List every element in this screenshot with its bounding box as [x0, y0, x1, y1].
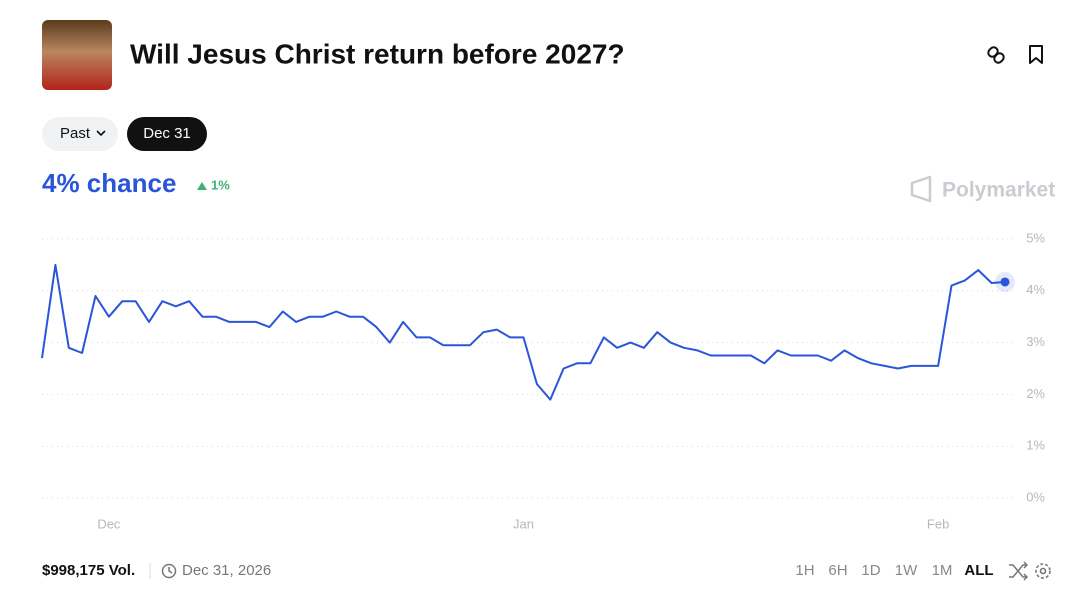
market-title: Will Jesus Christ return before 2027? [130, 38, 625, 69]
clock-icon [161, 563, 177, 579]
y-tick-label: 1% [1026, 438, 1045, 453]
x-tick-label: Feb [927, 516, 949, 531]
y-tick-label: 5% [1026, 230, 1045, 245]
end-date: Dec 31, 2026 [182, 562, 271, 579]
x-tick-label: Jan [513, 516, 534, 531]
current-point [1000, 277, 1010, 287]
range-button[interactable]: 1W [895, 562, 918, 579]
volume: $998,175 Vol. [42, 562, 135, 579]
range-button[interactable]: 6H [828, 562, 847, 579]
market-image [42, 20, 112, 90]
range-button[interactable]: ALL [964, 562, 993, 579]
shuffle-button[interactable] [1009, 561, 1029, 581]
brand: Polymarket [942, 179, 1055, 202]
date-label: Dec 31 [143, 125, 191, 142]
chart: 0% 1% 2% 3% 4% 5% Dec Jan Feb [41, 230, 1045, 531]
y-tick-label: 3% [1026, 334, 1045, 349]
settings-button[interactable] [1035, 563, 1051, 579]
x-tick-label: Dec [97, 516, 121, 531]
y-tick-label: 0% [1026, 489, 1045, 504]
up-arrow [197, 182, 207, 190]
y-tick-label: 4% [1026, 282, 1045, 297]
range-button[interactable]: 1H [795, 562, 814, 579]
past-filter[interactable]: Past [42, 117, 118, 151]
y-tick-label: 2% [1026, 386, 1045, 401]
price-line [41, 263, 1006, 401]
chance: 4% chance [42, 168, 176, 198]
change: 1% [211, 177, 230, 192]
range-button[interactable]: 1M [932, 562, 953, 579]
date-filter[interactable]: Dec 31 [127, 117, 207, 151]
past-label: Past [60, 125, 91, 142]
range-button[interactable]: 1D [861, 562, 880, 579]
brand-logo [910, 175, 932, 203]
link-button[interactable] [987, 46, 1006, 65]
bookmark-button[interactable] [1029, 45, 1043, 64]
range-buttons: 1H 6H 1D 1W 1M ALL [795, 562, 993, 579]
